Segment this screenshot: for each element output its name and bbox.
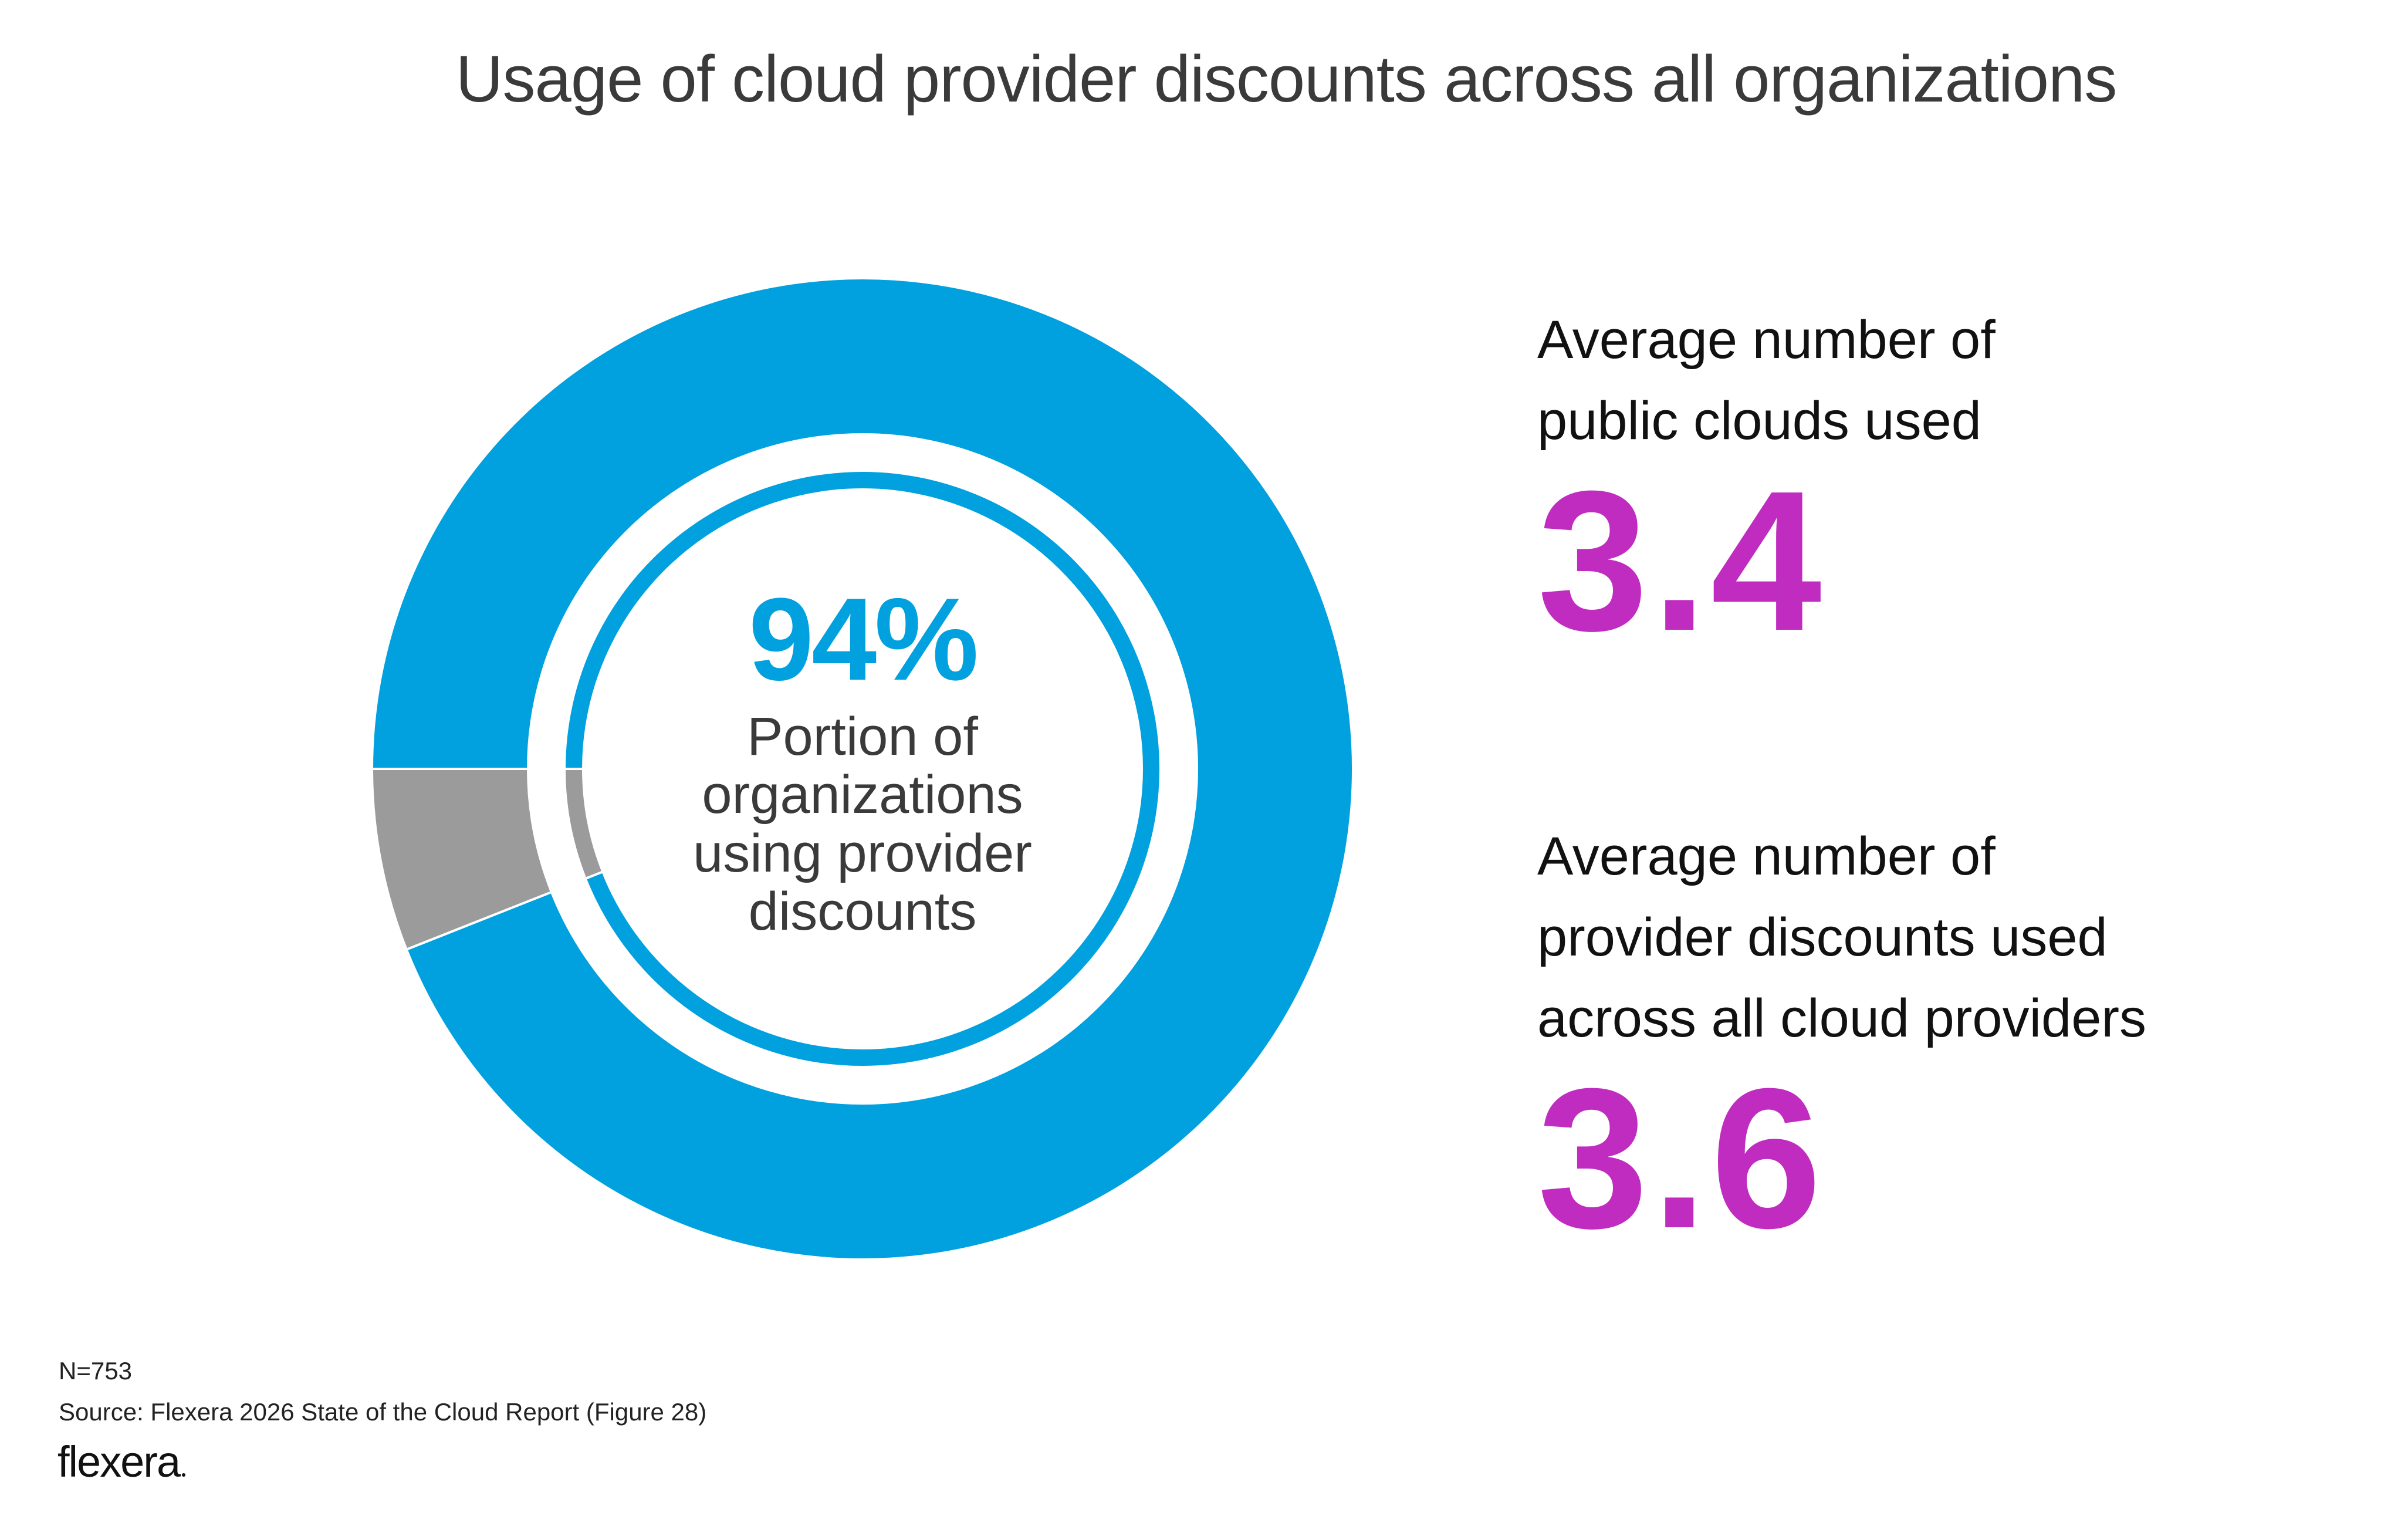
stat-provider-discounts: Average number of provider discounts use… [1537, 816, 2370, 1258]
stat-label-line: Average number of [1537, 826, 1996, 886]
donut-chart [370, 277, 1354, 1261]
stat-label-line: provider discounts used [1537, 907, 2108, 967]
stat-label: Average number of public clouds used [1537, 299, 2370, 461]
stat-label-line: Average number of [1537, 310, 1996, 370]
stat-public-clouds: Average number of public clouds used 3.4 [1537, 299, 2370, 661]
stat-label-line: across all cloud providers [1537, 988, 2147, 1048]
center-label: Portion of organizations using provider … [628, 707, 1097, 942]
center-label-line: organizations [702, 765, 1023, 825]
slice-not-using-provider-discounts [370, 768, 553, 951]
center-label-line: discounts [748, 882, 977, 942]
source-note: Source: Flexera 2026 State of the Cloud … [59, 1398, 707, 1426]
center-label-line: using provider [693, 823, 1032, 883]
slice-using-provider-discounts [563, 470, 1162, 1068]
flexera-logo: flexera [58, 1437, 186, 1487]
center-value: 94% [748, 574, 979, 705]
donut-outer-ring [370, 277, 1354, 1261]
slice-not-using-provider-discounts [563, 768, 605, 880]
stat-label-line: public clouds used [1537, 391, 1981, 451]
chart-title: Usage of cloud provider discounts across… [455, 42, 2118, 116]
donut-center: 94% Portion of organizations using provi… [628, 581, 1097, 941]
stat-value: 3.6 [1537, 1047, 1825, 1270]
center-label-line: Portion of [747, 707, 978, 767]
donut-inner-ring [563, 470, 1162, 1068]
slice-using-provider-discounts [370, 277, 1354, 1261]
sample-size-note: N=753 [59, 1357, 132, 1385]
stat-label: Average number of provider discounts use… [1537, 816, 2370, 1059]
stat-value: 3.4 [1537, 450, 1825, 673]
